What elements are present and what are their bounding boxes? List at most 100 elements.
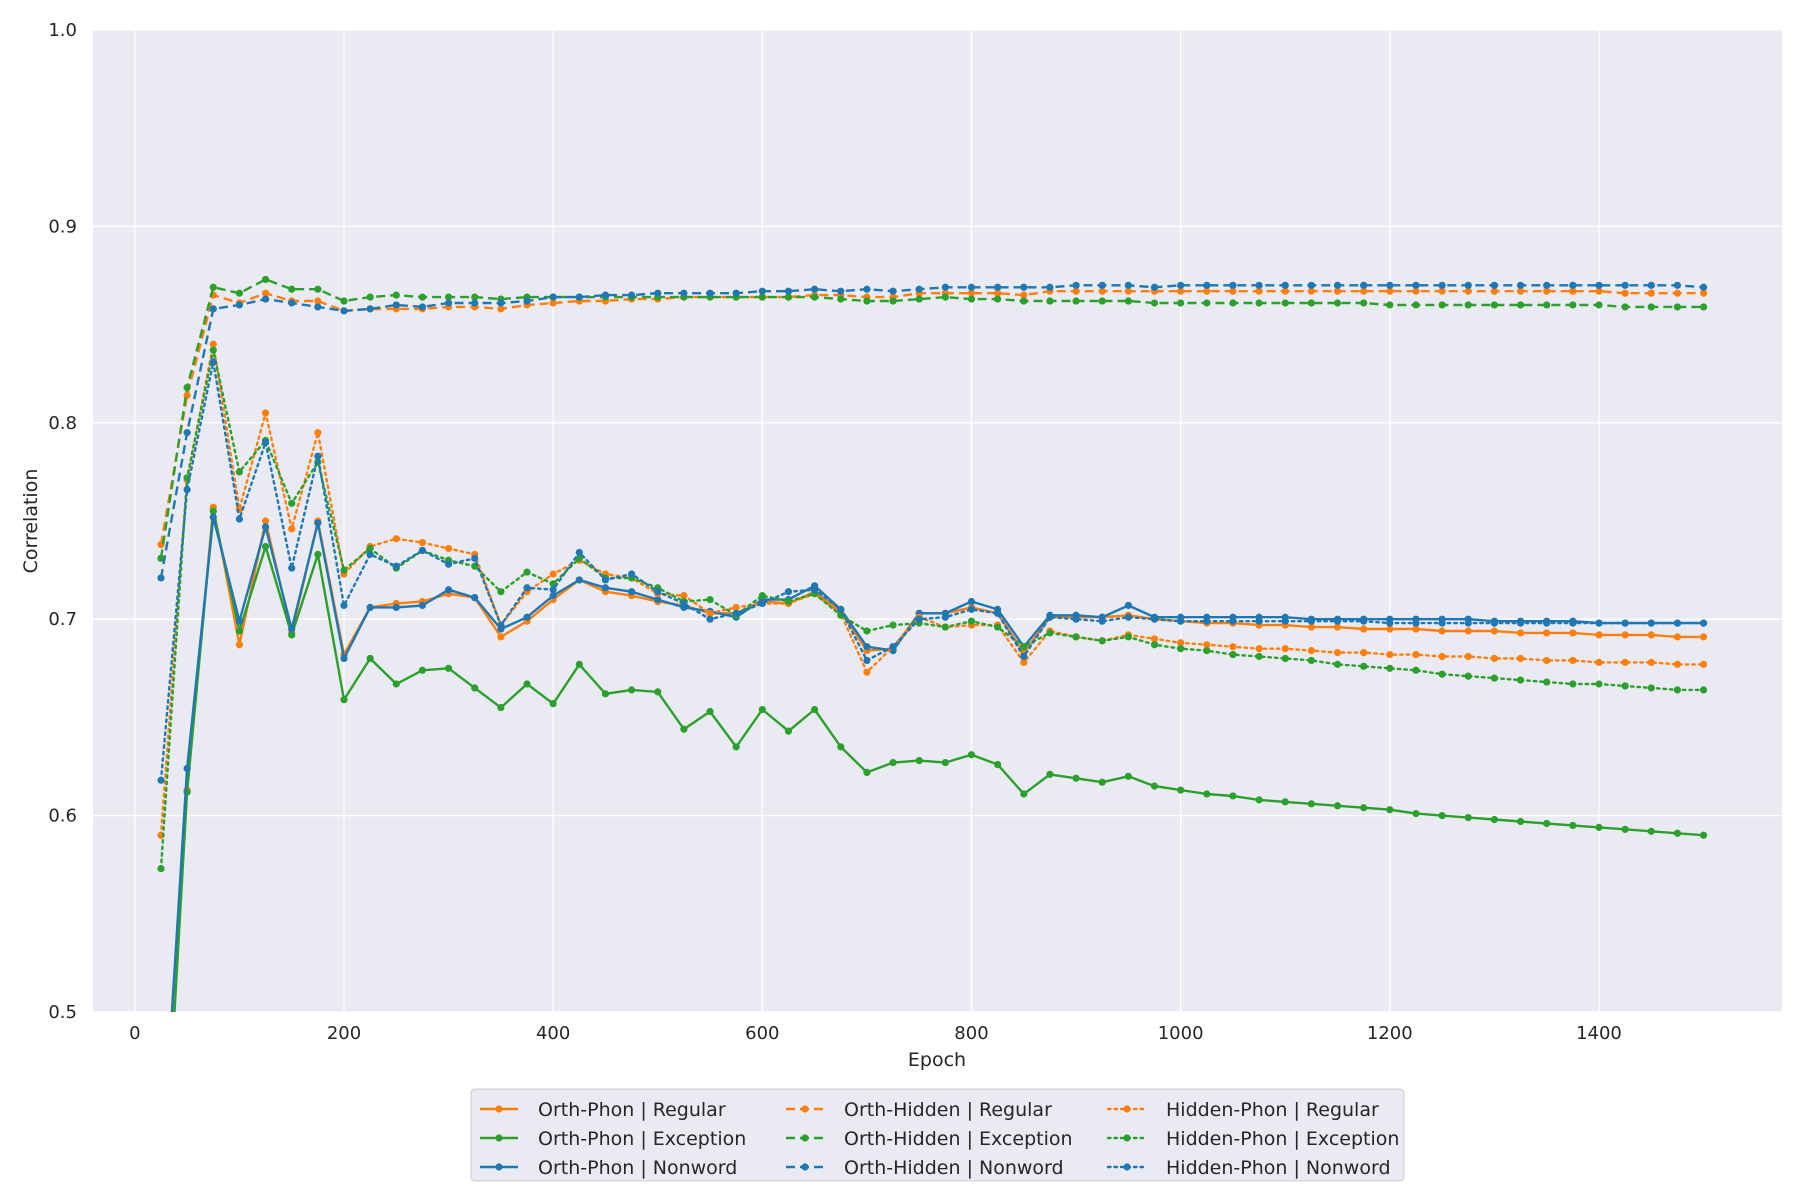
data-point [471,299,478,306]
data-point [1229,651,1236,658]
data-point [340,655,347,662]
data-point [863,627,870,634]
data-point [602,690,609,697]
data-point [602,584,609,591]
data-point [497,633,504,640]
data-point [1674,290,1681,297]
data-point [1308,618,1315,625]
data-point [863,643,870,650]
data-point [1517,282,1524,289]
data-point [523,680,530,687]
x-tick-label: 800 [954,1023,988,1044]
data-point [1203,647,1210,654]
data-point [1046,771,1053,778]
legend: Orth-Phon | RegularOrth-Phon | Exception… [471,1089,1404,1181]
data-point [1517,818,1524,825]
legend-label: Orth-Hidden | Regular [844,1099,1052,1121]
data-point [1465,627,1472,634]
data-point [942,294,949,301]
y-tick-label: 0.6 [48,806,77,827]
data-point [1491,620,1498,627]
data-point [1517,301,1524,308]
data-point [863,669,870,676]
data-point [157,865,164,872]
data-point [419,547,426,554]
data-point [994,761,1001,768]
data-point [1020,790,1027,797]
data-point [1517,629,1524,636]
data-point [968,618,975,625]
data-point [1543,657,1550,664]
data-point [1412,810,1419,817]
data-point [1151,783,1158,790]
data-point [759,592,766,599]
data-point [1700,633,1707,640]
legend-marker [1123,1105,1130,1112]
data-point [236,468,243,475]
data-point [1595,282,1602,289]
data-point [1046,284,1053,291]
data-point [393,604,400,611]
data-point [445,299,452,306]
data-point [1465,814,1472,821]
legend-label: Orth-Hidden | Exception [844,1128,1073,1150]
data-point [1439,671,1446,678]
data-point [1543,820,1550,827]
data-point [314,453,321,460]
data-point [1543,629,1550,636]
data-point [942,614,949,621]
data-point [497,299,504,306]
data-point [1412,651,1419,658]
data-point [1439,301,1446,308]
y-tick-label: 0.5 [48,1002,77,1023]
data-point [654,290,661,297]
data-point [1177,645,1184,652]
data-point [1517,676,1524,683]
data-point [1648,659,1655,666]
data-point [550,294,557,301]
data-point [1334,618,1341,625]
data-point [628,570,635,577]
x-tick-label: 1400 [1576,1023,1622,1044]
data-point [236,618,243,625]
data-point [471,594,478,601]
data-point [1151,641,1158,648]
data-point [1517,620,1524,627]
data-point [1099,282,1106,289]
data-point [1125,614,1132,621]
data-point [1360,299,1367,306]
data-point [210,305,217,312]
data-point [1177,618,1184,625]
data-point [288,286,295,293]
data-point [1072,616,1079,623]
data-point [184,384,191,391]
data-point [759,288,766,295]
legend-marker [495,1163,502,1170]
data-point [889,621,896,628]
data-point [916,295,923,302]
data-point [1020,284,1027,291]
y-tick-label: 1.0 [48,20,77,41]
data-point [654,588,661,595]
y-tick-labels: 0.50.60.70.80.91.0 [48,20,77,1023]
data-point [1648,290,1655,297]
data-point [889,759,896,766]
data-point [1255,299,1262,306]
data-point [994,284,1001,291]
data-point [367,655,374,662]
legend-label: Orth-Phon | Regular [538,1099,726,1121]
data-point [340,307,347,314]
data-point [1099,779,1106,786]
data-point [367,604,374,611]
data-point [340,567,347,574]
data-point [471,684,478,691]
data-point [1700,686,1707,693]
data-point [1700,620,1707,627]
data-point [1125,297,1132,304]
data-point [1177,282,1184,289]
data-point [811,706,818,713]
data-point [1569,629,1576,636]
data-point [1308,282,1315,289]
data-point [1700,661,1707,668]
